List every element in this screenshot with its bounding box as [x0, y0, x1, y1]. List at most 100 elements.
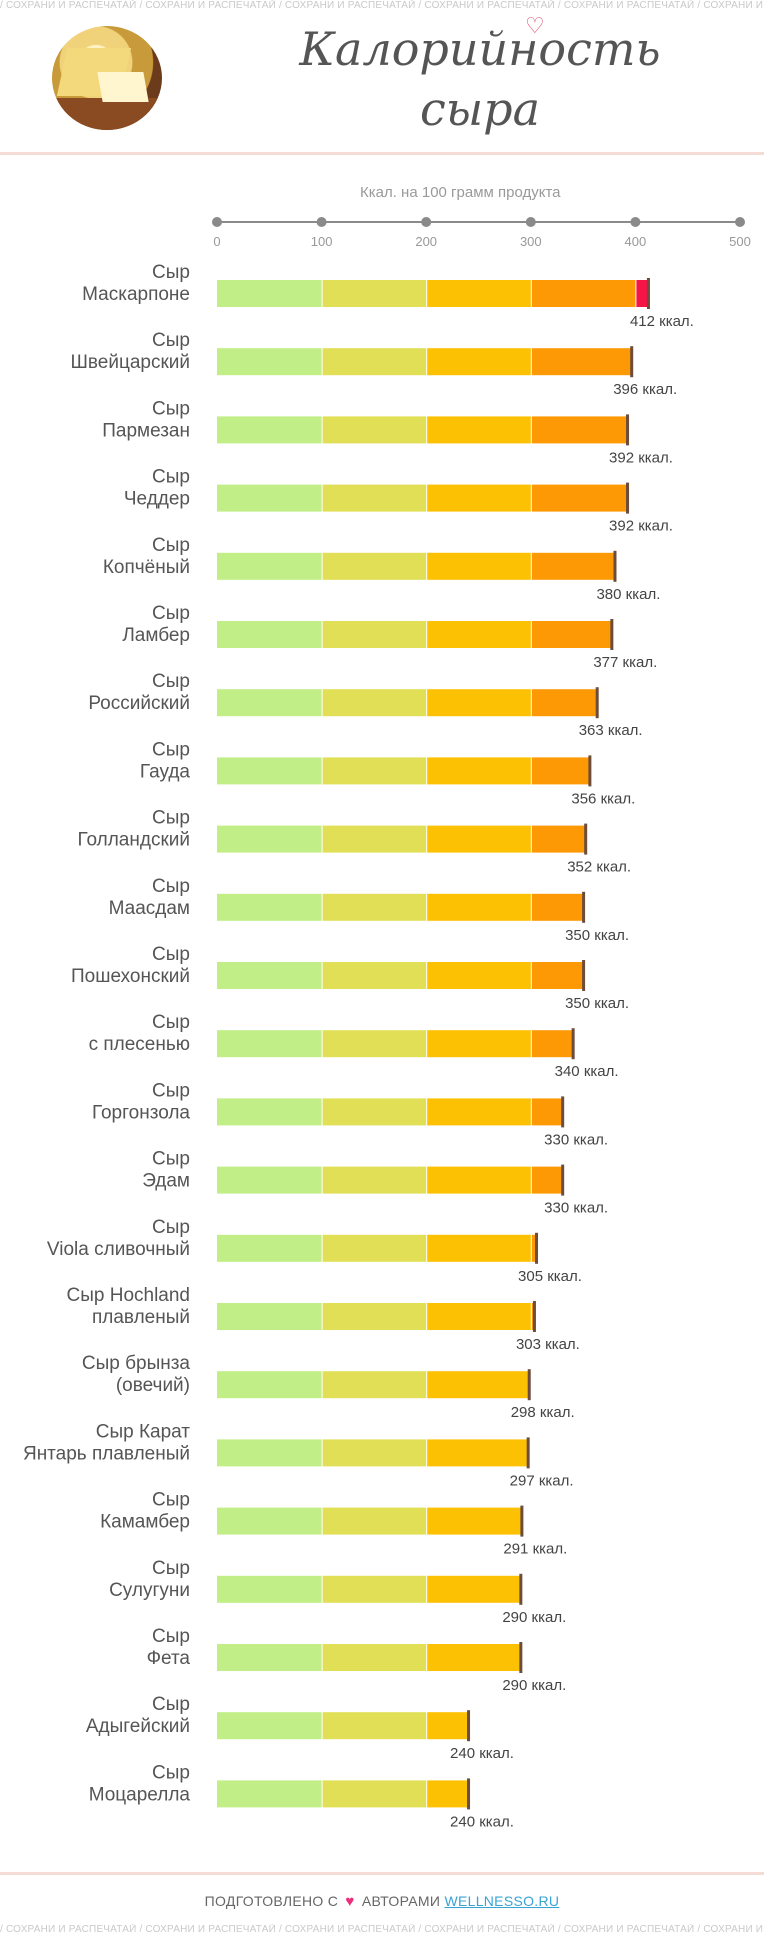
category-label: Фета	[147, 1648, 191, 1669]
value-label: 298 ккал.	[511, 1404, 575, 1421]
bar-end-marker	[610, 619, 614, 650]
category-label: Маскарпоне	[82, 284, 190, 305]
value-label: 377 ккал.	[593, 654, 657, 671]
header-divider	[0, 152, 764, 155]
category-label: Сыр	[152, 1694, 190, 1715]
bar-segment	[217, 1098, 322, 1126]
bar-segment	[427, 552, 531, 580]
bar-segment	[427, 1780, 469, 1808]
bar-segment	[217, 1644, 322, 1671]
bar-segment	[322, 552, 427, 580]
category-label: Сыр	[152, 1558, 190, 1579]
category-label: (овечий)	[116, 1375, 190, 1396]
bar-segment	[322, 1575, 427, 1603]
bar-segment	[322, 1644, 427, 1671]
bar-segment	[531, 1234, 537, 1262]
bar-segment	[531, 962, 584, 989]
bar-segment	[427, 1234, 531, 1262]
bar-segment	[427, 1575, 521, 1603]
category-label: Сыр	[152, 1490, 190, 1511]
category-label: Сыр	[152, 467, 190, 488]
bar-segment	[531, 689, 597, 717]
x-tick-label: 100	[311, 234, 333, 249]
bar-segment	[322, 1166, 427, 1194]
value-label: 297 ккал.	[510, 1472, 574, 1489]
bar-end-marker	[535, 1232, 539, 1264]
bar-end-marker	[526, 1437, 530, 1469]
category-label: Ламбер	[122, 625, 190, 646]
bar-end-marker	[646, 278, 650, 309]
bar-segment	[322, 893, 427, 921]
bar-end-marker	[561, 1164, 565, 1196]
category-label: Сыр	[152, 1080, 190, 1101]
x-tick-label: 500	[729, 234, 751, 249]
category-label: Эдам	[142, 1171, 190, 1192]
site-link[interactable]: WELLNESSO.RU	[444, 1893, 560, 1909]
category-label: Сыр	[152, 1217, 190, 1238]
bar-segment	[427, 689, 531, 717]
bar-segment	[427, 1644, 521, 1671]
bar-segment	[636, 280, 648, 307]
bar-segment	[427, 348, 531, 376]
bar-segment	[322, 280, 427, 307]
bar-segment	[427, 1371, 529, 1399]
bar-end-marker	[467, 1778, 471, 1810]
x-tick-dot	[316, 217, 327, 227]
value-label: 290 ккал.	[502, 1677, 566, 1694]
bar-segment	[427, 1098, 531, 1126]
category-label: Сыр	[152, 671, 190, 692]
value-label: 330 ккал.	[544, 1131, 608, 1148]
category-label: Адыгейский	[86, 1716, 190, 1737]
bar-segment	[531, 280, 636, 307]
bar-end-marker	[595, 687, 599, 719]
bar-segment	[531, 825, 586, 853]
category-label: Сыр брынза	[82, 1353, 191, 1374]
value-label: 392 ккал.	[609, 449, 673, 466]
bar-segment	[217, 1234, 322, 1262]
category-label: Сыр	[152, 330, 190, 351]
category-label: Чеддер	[124, 489, 190, 510]
bar-segment	[217, 348, 322, 376]
bar-segment	[322, 962, 427, 989]
category-label: Сыр	[152, 398, 190, 419]
category-label: Янтарь плавленый	[23, 1443, 190, 1464]
bar-segment	[217, 962, 322, 989]
category-label: Сыр	[152, 876, 190, 897]
x-tick-label: 0	[213, 234, 220, 249]
bar-segment	[217, 1575, 322, 1603]
value-label: 290 ккал.	[502, 1609, 566, 1626]
value-label: 412 ккал.	[630, 313, 694, 330]
x-tick-label: 400	[625, 234, 647, 249]
bar-segment	[217, 825, 322, 853]
bar-segment	[217, 757, 322, 785]
bar-segment	[427, 280, 531, 307]
bar-segment	[531, 348, 632, 376]
bar-segment	[322, 621, 427, 648]
bar-segment	[217, 552, 322, 580]
bar-segment	[322, 689, 427, 717]
heart-icon: ♡	[525, 14, 545, 39]
bar-segment	[427, 416, 531, 444]
category-label: плавленый	[92, 1307, 190, 1328]
watermark-bottom: / СОХРАНИ И РАСПЕЧАТАЙ / СОХРАНИ И РАСПЕ…	[0, 1924, 764, 1935]
footer-prefix: ПОДГОТОВЛЕНО С	[204, 1893, 339, 1909]
bar-segment	[427, 484, 531, 512]
bar-end-marker	[626, 482, 630, 514]
value-label: 240 ккал.	[450, 1813, 514, 1830]
bar-segment	[427, 1439, 528, 1467]
category-label: Сыр Карат	[96, 1421, 191, 1442]
footer-suffix: АВТОРАМИ	[361, 1893, 441, 1909]
bar-segment	[531, 1098, 563, 1126]
category-label: Пошехонский	[71, 966, 190, 987]
x-tick-label: 300	[520, 234, 542, 249]
value-label: 340 ккал.	[555, 1063, 619, 1080]
bar-segment	[217, 416, 322, 444]
bar-end-marker	[582, 891, 586, 923]
bar-segment	[217, 484, 322, 512]
bar-segment	[531, 1303, 534, 1330]
bar-segment	[322, 416, 427, 444]
footer-divider	[0, 1872, 764, 1875]
category-label: Сыр	[152, 739, 190, 760]
category-label: Маасдам	[109, 898, 190, 919]
bar-end-marker	[561, 1096, 565, 1128]
